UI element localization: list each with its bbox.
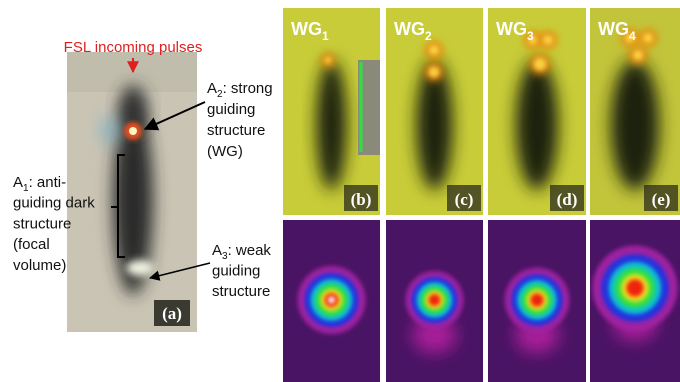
annotation-text: : anti- [29, 174, 67, 191]
annotation-line: A2: strong [207, 80, 273, 100]
annotation-line: (WG) [207, 143, 243, 160]
annotation-line: guiding [212, 263, 260, 280]
annotation-line: guiding [207, 101, 255, 118]
dark-core [516, 60, 558, 190]
waveguide-letter: WG [598, 19, 629, 39]
waveguide-sub: 4 [629, 29, 636, 43]
dark-core [317, 60, 347, 190]
panel-label: (b) [351, 190, 372, 209]
mode-ring [626, 279, 644, 297]
waveguide-letter: WG [291, 19, 322, 39]
waveguide-sub: 1 [322, 29, 329, 43]
annotation-line: volume) [13, 257, 66, 274]
bright-spot [429, 45, 439, 55]
annotation-letter: A [212, 242, 222, 259]
mode-image [386, 220, 483, 382]
panel-a-image [67, 52, 197, 332]
annotation-letter: A [13, 174, 23, 191]
bright-spot [325, 57, 331, 63]
annotation-text: guiding [207, 101, 255, 118]
annotation-line: structure [207, 122, 265, 139]
annotation-line: A3: weak [212, 242, 271, 262]
mode-image [590, 220, 680, 382]
annotation-letter: A [207, 80, 217, 97]
bright-spot [543, 35, 553, 45]
annotation-line: A1: anti- [13, 174, 66, 194]
annotation-text: guiding [212, 263, 260, 280]
panel-label: (a) [162, 304, 182, 323]
dark-core [611, 60, 659, 190]
waveguide-sub: 3 [527, 29, 534, 43]
mode-image [283, 220, 380, 382]
waveguide-image [283, 8, 380, 215]
mode-ring [530, 293, 543, 306]
annotation-text: guiding dark [13, 195, 95, 212]
figure-title: FSL incoming pulses [64, 39, 203, 56]
mode-ring [429, 294, 441, 306]
mode-image [488, 220, 586, 382]
annotation-text: (focal [13, 236, 50, 253]
annotation-line: (focal [13, 236, 50, 253]
waveguide-letter: WG [496, 19, 527, 39]
annotation-text: volume) [13, 257, 66, 274]
annotation-line: structure [13, 215, 71, 232]
waveguide-image [386, 8, 483, 215]
annotation-text: structure [207, 122, 265, 139]
waveguide-letter: WG [394, 19, 425, 39]
bright-spot [534, 58, 546, 70]
mode-ring [328, 297, 335, 304]
figure: FSL incoming pulses A2: strongguidingstr… [0, 0, 680, 382]
annotation-text: : weak [228, 242, 272, 259]
panel-label: (d) [557, 190, 578, 209]
annotation-line: guiding dark [13, 195, 95, 212]
panel-label: (e) [652, 190, 671, 209]
annotation-text: structure [13, 215, 71, 232]
bright-spot [429, 67, 439, 77]
waveguide-image [488, 8, 586, 215]
annotation-line: structure [212, 283, 270, 300]
annotation-text: (WG) [207, 143, 243, 160]
annotation-text: : strong [223, 80, 273, 97]
bright-spot [643, 33, 653, 43]
panel-label: (c) [455, 190, 474, 209]
waveguide-sub: 2 [425, 29, 432, 43]
annotation-text: structure [212, 283, 270, 300]
bright-spot [633, 50, 643, 60]
